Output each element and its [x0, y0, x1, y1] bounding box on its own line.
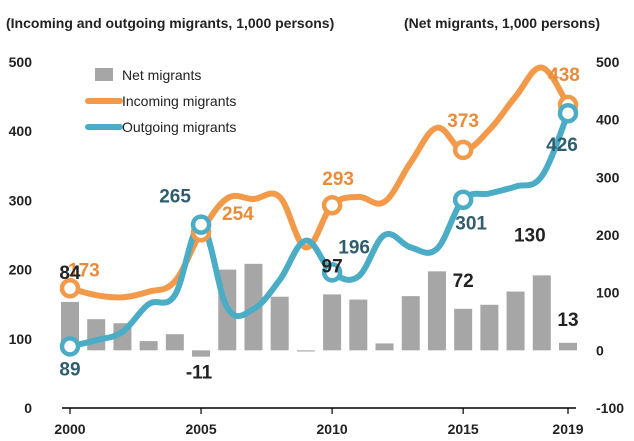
- tick-labels: 0 100 200 300 400 500 -100 0 100 200 300 400 500 2000…: [9, 54, 625, 437]
- net-label-2005: -11: [186, 362, 213, 383]
- net-bar-2009: [296, 350, 315, 352]
- net-bar-2015: [454, 308, 473, 351]
- y-left-tick-300: 300: [9, 192, 33, 208]
- outgoing-marker-2019: [557, 102, 579, 124]
- outgoing-label-2015: 301: [455, 214, 487, 235]
- data-labels: 173 254 293 373 438 89 265 196 301 426 84 -11 97 72 13…: [59, 65, 579, 383]
- outgoing-marker-2010: [321, 262, 343, 283]
- incoming-line: [67, 64, 571, 301]
- net-bar-2004: [165, 334, 184, 351]
- incoming-marker-2015: [452, 139, 474, 161]
- outgoing-label-2005: 265: [159, 187, 191, 208]
- y-right-tick-0: 0: [596, 342, 604, 358]
- net-bar-2019: [559, 342, 577, 351]
- y-left-tick-100: 100: [9, 331, 33, 347]
- legend-label-net: Net migrants: [122, 67, 201, 83]
- x-tick-2000: 2000: [54, 421, 85, 437]
- incoming-label-2015: 373: [447, 111, 479, 132]
- incoming-marker-2000: [59, 278, 81, 299]
- axes: [62, 407, 576, 414]
- outgoing-marker-2000: [59, 336, 81, 357]
- net-label-2018: 130: [514, 225, 546, 246]
- y-right-tick-300: 300: [596, 169, 620, 185]
- legend-swatch-net: [95, 68, 113, 81]
- net-bar-2013: [401, 296, 420, 351]
- left-axis-title: (Incoming and outgoing migrants, 1,000 p…: [6, 15, 334, 31]
- net-bar-2003: [139, 341, 158, 351]
- incoming-marker-2010: [321, 194, 343, 216]
- net-label-2019: 13: [557, 310, 578, 331]
- net-label-2000: 84: [59, 263, 81, 284]
- x-tick-2015: 2015: [448, 421, 479, 437]
- y-right-tick-500: 500: [596, 54, 620, 70]
- legend-label-incoming: Incoming migrants: [122, 93, 236, 109]
- y-right-tick--100: -100: [596, 400, 624, 416]
- x-tick-2019: 2019: [552, 421, 583, 437]
- legend: Net migrants Incoming migrants Outgoing …: [85, 67, 236, 135]
- net-bar-2010: [323, 294, 342, 351]
- outgoing-label-2019: 426: [546, 135, 578, 156]
- x-tick-2010: 2010: [317, 421, 348, 437]
- x-tick-2005: 2005: [185, 421, 216, 437]
- net-bar-2012: [375, 343, 394, 351]
- y-right-tick-400: 400: [596, 112, 620, 128]
- net-bar-2018: [532, 275, 551, 351]
- y-left-tick-200: 200: [9, 262, 33, 278]
- net-bar-2014: [427, 271, 446, 351]
- incoming-label-2019: 438: [548, 65, 580, 86]
- outgoing-label-2010: 196: [338, 237, 370, 258]
- y-left-tick-500: 500: [9, 54, 33, 70]
- incoming-label-2000: 173: [68, 260, 100, 281]
- legend-label-outgoing: Outgoing migrants: [122, 119, 236, 135]
- net-bar-2016: [480, 304, 499, 351]
- y-left-tick-400: 400: [9, 123, 33, 139]
- y-right-tick-200: 200: [596, 227, 620, 243]
- incoming-label-2005: 254: [222, 204, 254, 225]
- series-markers: [59, 94, 579, 357]
- net-label-2015: 72: [453, 271, 474, 292]
- y-left-tick-0: 0: [24, 400, 32, 416]
- net-migrant-bars: [61, 263, 577, 357]
- outgoing-line: [67, 110, 571, 350]
- outgoing-marker-2005: [190, 214, 212, 235]
- right-axis-title: (Net migrants, 1,000 persons): [404, 15, 600, 31]
- net-bar-2011: [349, 299, 368, 351]
- net-bar-2008: [270, 296, 289, 351]
- incoming-label-2010: 293: [322, 169, 354, 190]
- net-label-2010: 97: [322, 256, 343, 277]
- outgoing-label-2000: 89: [59, 359, 80, 380]
- series-lines: [67, 64, 571, 350]
- y-right-tick-100: 100: [596, 285, 620, 301]
- net-bar-2017: [506, 291, 525, 351]
- net-bar-2005: [192, 350, 211, 357]
- outgoing-marker-2015: [452, 189, 474, 210]
- net-bar-2001: [87, 319, 106, 351]
